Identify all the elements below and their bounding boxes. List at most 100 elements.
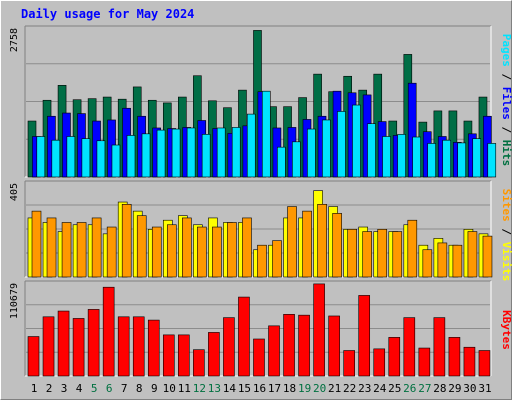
bar-sites-day-20 [317, 204, 327, 278]
bar-sites-day-17 [272, 240, 282, 278]
bar-kbytes-day-4 [72, 318, 85, 377]
legend-top: Pages / Files / Hits [500, 34, 512, 167]
bar-pages-day-13 [216, 127, 226, 178]
bar-sites-day-11 [182, 217, 192, 278]
bar-pages-day-18 [292, 141, 301, 178]
bar-pages-day-29 [457, 142, 467, 178]
bar-sites-day-8 [136, 215, 147, 278]
bar-kbytes-day-20 [313, 283, 325, 377]
bar-sites-day-12 [197, 226, 207, 278]
bar-sites-day-4 [76, 222, 87, 278]
bar-pages-day-12 [201, 134, 211, 178]
x-tick-label-day-1: 1 [31, 382, 38, 395]
bar-pages-day-9 [156, 129, 166, 178]
legend-middle: Sites / Visits [500, 189, 512, 282]
bar-kbytes-day-10 [162, 334, 175, 377]
legend-entry-files: Files [500, 87, 512, 120]
x-tick-label-day-11: 11 [178, 382, 191, 395]
bar-pages-day-20 [322, 119, 331, 178]
bar-sites-day-30 [467, 231, 478, 278]
legend-separator: / [500, 222, 512, 242]
bar-sites-day-18 [287, 206, 297, 278]
bar-sites-day-2 [46, 217, 57, 278]
bar-pages-day-7 [126, 135, 136, 178]
x-tick-label-day-21: 21 [328, 382, 341, 395]
bar-kbytes-day-13 [208, 332, 220, 377]
bar-pages-day-19 [307, 128, 316, 178]
bar-pages-day-16 [261, 90, 271, 178]
x-tick-label-day-26: 26 [403, 382, 416, 395]
bar-sites-day-31 [482, 235, 493, 278]
x-tick-label-day-23: 23 [358, 382, 371, 395]
x-tick-label-day-19: 19 [298, 382, 311, 395]
bar-sites-day-29 [452, 244, 463, 278]
bar-sites-day-25 [392, 231, 403, 278]
x-tick-label-day-29: 29 [448, 382, 461, 395]
bar-kbytes-day-12 [193, 349, 205, 377]
bar-kbytes-day-5 [87, 309, 100, 377]
bar-sites-day-3 [61, 222, 72, 278]
bar-pages-day-24 [382, 136, 391, 178]
bar-kbytes-day-6 [102, 286, 115, 377]
bar-kbytes-day-2 [42, 316, 55, 377]
bar-pages-day-6 [111, 144, 121, 178]
bar-pages-day-10 [171, 128, 181, 178]
bar-kbytes-day-14 [223, 317, 235, 377]
x-tick-label-day-25: 25 [388, 382, 401, 395]
bar-sites-day-9 [151, 226, 162, 278]
x-tick-label-day-17: 17 [268, 382, 281, 395]
bar-sites-day-27 [422, 249, 433, 278]
bar-pages-day-15 [246, 113, 256, 178]
bar-pages-day-3 [66, 136, 76, 178]
bar-pages-day-27 [427, 143, 436, 178]
x-tick-label-day-2: 2 [46, 382, 53, 395]
bar-sites-day-15 [242, 217, 252, 278]
bar-kbytes-day-3 [57, 310, 70, 377]
bar-sites-day-13 [212, 226, 222, 278]
bar-sites-day-19 [302, 210, 312, 278]
bar-pages-day-17 [277, 146, 286, 178]
bar-kbytes-day-16 [253, 338, 265, 377]
bar-pages-day-31 [487, 143, 497, 178]
bar-kbytes-day-25 [388, 337, 401, 377]
bar-pages-day-5 [96, 140, 106, 178]
bar-kbytes-day-22 [343, 350, 355, 377]
bar-kbytes-day-21 [328, 315, 340, 377]
bar-pages-day-4 [81, 138, 91, 178]
bar-sites-day-10 [166, 224, 177, 278]
x-tick-label-day-3: 3 [61, 382, 68, 395]
bar-sites-day-1 [31, 210, 42, 278]
bar-pages-day-14 [231, 127, 241, 178]
x-tick-label-day-12: 12 [193, 382, 206, 395]
bar-sites-day-21 [332, 213, 342, 278]
legend-entry-kbytes: KBytes [500, 310, 512, 350]
bar-sites-day-22 [347, 228, 357, 278]
x-tick-label-day-24: 24 [373, 382, 387, 395]
bar-kbytes-day-28 [433, 317, 446, 377]
bar-kbytes-day-8 [132, 316, 145, 377]
bar-kbytes-day-19 [298, 314, 310, 377]
legend-entry-sites: Sites [500, 189, 512, 222]
bar-files-day-26 [407, 82, 417, 178]
bar-sites-day-16 [257, 244, 267, 278]
bar-sites-day-26 [407, 219, 418, 278]
legend-entry-visits: Visits [500, 242, 512, 282]
panel-bottom-ymax-label: 110679 [9, 283, 20, 319]
bar-kbytes-day-26 [403, 317, 416, 377]
bar-sites-day-6 [106, 226, 117, 278]
bar-sites-day-7 [121, 204, 132, 278]
bar-sites-day-23 [362, 231, 373, 278]
bar-pages-day-2 [51, 139, 61, 178]
legend-bottom: KBytes [500, 310, 512, 350]
bar-kbytes-day-18 [283, 314, 295, 377]
legend-separator: / [500, 120, 512, 140]
bar-kbytes-day-23 [358, 295, 371, 377]
x-tick-label-day-22: 22 [343, 382, 356, 395]
panel-middle-ymax-label: 405 [9, 183, 20, 201]
bar-sites-day-14 [227, 222, 237, 278]
bar-kbytes-day-15 [238, 296, 250, 377]
x-tick-label-day-5: 5 [91, 382, 98, 395]
x-tick-label-day-31: 31 [478, 382, 491, 395]
bar-kbytes-day-11 [178, 334, 190, 377]
chart-title: Daily usage for May 2024 [21, 7, 194, 21]
